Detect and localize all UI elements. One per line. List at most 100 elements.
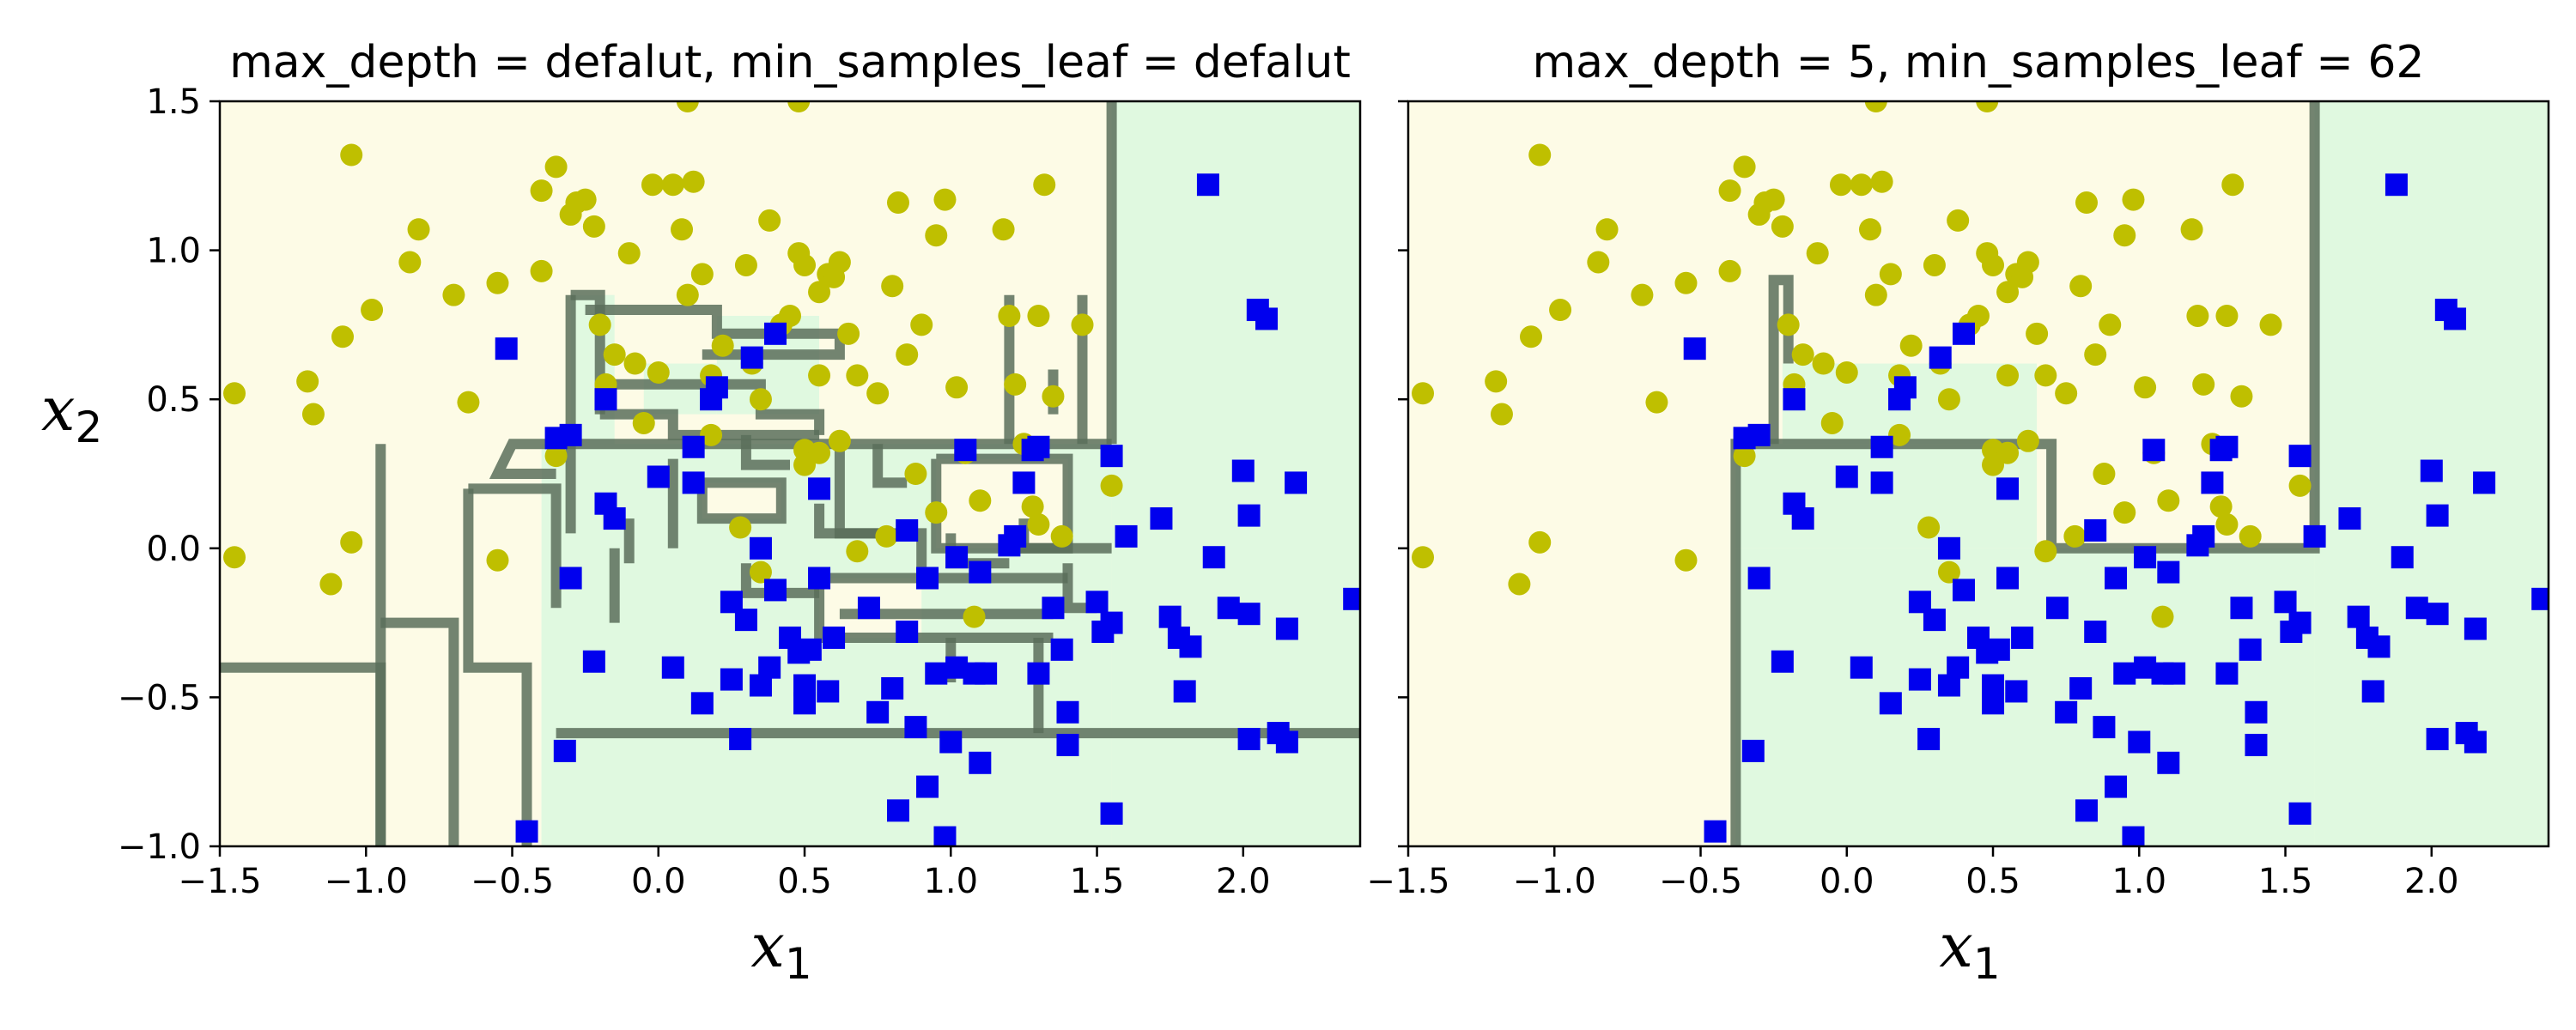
data-point-class-0	[2034, 364, 2057, 387]
data-point-class-0	[1549, 299, 1572, 322]
data-point-class-0	[661, 173, 684, 197]
data-point-class-0	[2084, 343, 2107, 367]
data-point-class-0	[2016, 251, 2039, 274]
data-point-class-0	[1996, 364, 2020, 387]
data-point-class-0	[1412, 546, 1435, 569]
data-point-class-0	[1859, 218, 1882, 241]
data-point-class-1	[2464, 730, 2487, 754]
data-point-class-1	[705, 376, 728, 399]
data-point-class-1	[799, 638, 822, 661]
x-tick-label: 2.0	[2404, 862, 2459, 901]
data-point-class-0	[1412, 382, 1435, 405]
data-point-class-1	[1783, 388, 1806, 411]
data-point-class-1	[1893, 376, 1917, 399]
data-point-class-1	[2391, 546, 2414, 569]
data-point-class-0	[969, 489, 992, 512]
data-point-class-1	[1917, 728, 1941, 751]
data-point-class-1	[1115, 524, 1138, 548]
data-point-class-0	[2221, 173, 2245, 197]
x-tick-label: −1.0	[325, 862, 408, 901]
data-point-class-1	[603, 507, 626, 530]
data-point-class-1	[1879, 692, 1902, 715]
data-point-class-0	[2055, 382, 2078, 405]
data-point-class-1	[916, 566, 939, 590]
data-point-class-0	[1674, 548, 1698, 572]
data-point-class-1	[2245, 700, 2268, 724]
axes-frame	[218, 100, 1362, 848]
data-point-class-1	[1202, 546, 1225, 569]
data-point-class-1	[1285, 471, 1308, 494]
data-point-class-1	[758, 656, 781, 679]
data-point-class-0	[808, 441, 831, 464]
data-point-class-0	[933, 188, 957, 211]
data-point-class-1	[1908, 668, 1931, 691]
data-point-class-1	[2288, 445, 2312, 468]
x-tick-label: −1.5	[1366, 862, 1449, 901]
data-point-class-0	[623, 352, 647, 375]
y-tick-label: 1.5	[146, 82, 201, 122]
data-point-class-1	[2361, 680, 2385, 703]
data-point-class-1	[647, 465, 670, 488]
data-point-class-1	[1952, 579, 1975, 602]
data-point-class-1	[2303, 524, 2326, 548]
data-point-class-0	[1917, 516, 1941, 539]
data-point-class-0	[544, 445, 568, 468]
decision-boundary-line	[463, 488, 532, 846]
data-point-class-1	[1952, 322, 1975, 345]
data-point-class-1	[1179, 635, 1202, 658]
data-point-class-0	[1100, 474, 1123, 497]
decision-boundary-line	[468, 483, 562, 609]
data-point-class-0	[1937, 388, 1960, 411]
data-point-class-1	[661, 656, 684, 679]
data-point-class-0	[1631, 283, 1654, 306]
data-point-class-1	[886, 799, 909, 822]
decision-boundary-line	[380, 617, 459, 846]
data-point-class-0	[647, 360, 670, 384]
data-point-class-0	[1490, 403, 1513, 426]
axes-frame	[1406, 100, 2550, 848]
data-point-class-0	[582, 215, 605, 238]
data-point-class-0	[2113, 501, 2136, 524]
data-point-class-0	[565, 191, 588, 215]
data-point-class-0	[1967, 304, 1990, 327]
x-tick-label: 1.0	[2111, 862, 2166, 901]
x-axis-label-subscript: 1	[785, 939, 812, 989]
data-point-class-1	[1050, 638, 1073, 661]
plot-area	[220, 101, 1360, 846]
y-tick-label: 0.0	[146, 530, 201, 569]
data-point-class-0	[340, 530, 363, 554]
chart-title: max_depth = 5, min_samples_leaf = 62	[1532, 37, 2424, 88]
data-point-class-0	[1835, 360, 1858, 384]
data-point-class-1	[2367, 635, 2391, 658]
data-point-class-1	[1196, 173, 1219, 197]
decision-region-class-0	[936, 458, 1068, 548]
data-point-class-1	[2420, 459, 2443, 482]
data-point-class-0	[319, 573, 343, 596]
data-point-class-1	[1237, 504, 1261, 527]
data-point-class-0	[1812, 352, 1835, 375]
data-point-class-1	[1100, 611, 1123, 634]
data-point-class-0	[1850, 173, 1873, 197]
data-point-class-0	[2075, 191, 2098, 215]
data-point-class-0	[749, 560, 772, 584]
data-point-class-0	[1733, 155, 1756, 179]
data-point-class-0	[617, 242, 641, 265]
data-point-class-0	[340, 143, 363, 167]
x-tick-label: 0.0	[1820, 862, 1874, 901]
chart-panel-2: −1.5 −1.0 −0.5 0.0 0.5 1.0 1.5 2.0 max_depth = 5…	[1366, 37, 2550, 989]
data-point-class-0	[641, 173, 664, 197]
x-tick-label: 1.5	[1070, 862, 1125, 901]
data-point-class-1	[559, 566, 582, 590]
data-point-class-0	[1042, 385, 1065, 408]
data-point-class-1	[1217, 597, 1240, 620]
data-point-class-0	[632, 411, 655, 434]
data-point-class-1	[2239, 638, 2262, 661]
data-point-class-1	[582, 650, 605, 673]
data-point-class-1	[1704, 820, 1727, 843]
data-point-class-1	[720, 591, 743, 614]
data-point-class-1	[1275, 730, 1298, 754]
data-point-class-1	[1100, 802, 1123, 825]
data-point-class-0	[1982, 253, 2005, 276]
data-point-class-1	[2405, 597, 2428, 620]
